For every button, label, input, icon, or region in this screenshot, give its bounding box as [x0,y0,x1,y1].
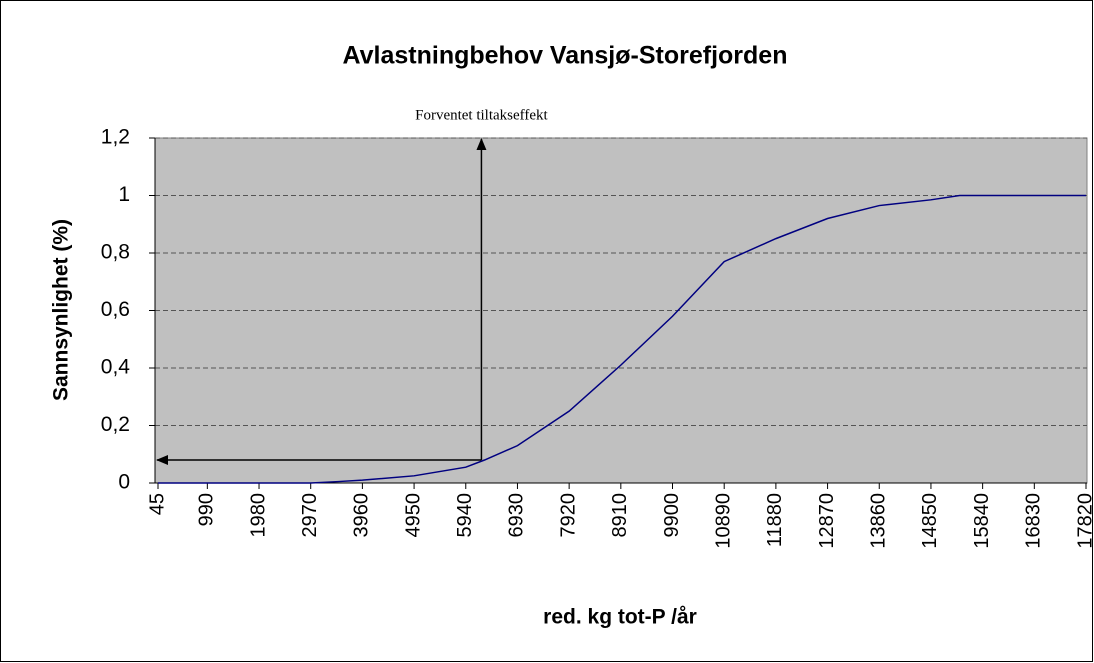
x-tick-label: 3960 [351,493,373,538]
x-tick-label: 17820 [1074,493,1094,549]
x-tick-label: 9900 [661,493,683,538]
annotation-text: Forventet tiltakseffekt [415,107,548,123]
x-tick-label: 4950 [402,493,424,538]
y-tick-label: 0,4 [101,356,131,379]
y-tick-label: 1 [118,183,130,206]
y-axis-label: Sannsynlighet (%) [50,219,73,401]
y-tick-label: 0,2 [101,413,130,436]
x-tick-label: 14850 [919,493,941,549]
x-tick-label: 7920 [557,493,579,538]
x-tick-label: 13860 [868,493,890,549]
y-tick-label: 0,8 [101,241,130,264]
x-tick-label: 6930 [506,493,528,538]
y-tick-label: 1,2 [101,126,130,149]
x-tick-label: 16830 [1023,493,1045,549]
x-tick-label: 990 [196,493,218,526]
data-line [158,194,1086,484]
x-tick-label: 2970 [299,493,321,538]
x-tick-label: 8910 [609,493,631,538]
x-tick-label: 15840 [971,493,993,549]
chart-title: Avlastningbehov Vansjø-Storefjorden [343,42,788,70]
x-axis-label: red. kg tot-P /år [543,606,697,629]
y-tick-label: 0,6 [101,298,130,321]
x-tick-label: 12870 [816,493,838,549]
x-tick-label: 1980 [247,493,269,538]
x-tick-label: 10890 [712,493,734,549]
x-tick-label: 11880 [764,493,786,547]
y-tick-label: 0 [118,471,130,494]
x-tick-label: 45 [146,493,168,515]
x-tick-label: 5940 [454,493,476,538]
